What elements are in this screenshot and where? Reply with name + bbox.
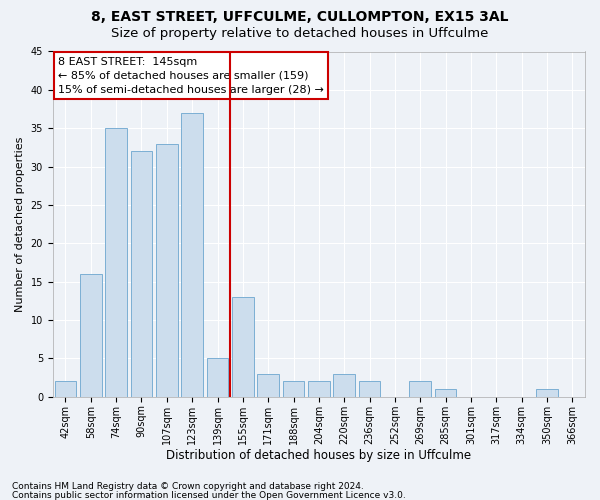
Bar (131, 152, 152, 397)
Text: Contains public sector information licensed under the Open Government Licence v3: Contains public sector information licen… (12, 490, 406, 500)
Text: 8, EAST STREET, UFFCULME, CULLOMPTON, EX15 3AL: 8, EAST STREET, UFFCULME, CULLOMPTON, EX… (91, 10, 509, 24)
Y-axis label: Number of detached properties: Number of detached properties (15, 136, 25, 312)
Bar (536, 389, 558, 397)
Bar (409, 382, 431, 397)
Bar (156, 144, 178, 397)
X-axis label: Distribution of detached houses by size in Uffculme: Distribution of detached houses by size … (166, 450, 472, 462)
Bar (106, 128, 127, 397)
Bar (435, 389, 457, 397)
Text: Size of property relative to detached houses in Uffculme: Size of property relative to detached ho… (112, 28, 488, 40)
Bar (232, 297, 254, 397)
Text: Contains HM Land Registry data © Crown copyright and database right 2024.: Contains HM Land Registry data © Crown c… (12, 482, 364, 491)
Text: 8 EAST STREET:  145sqm
← 85% of detached houses are smaller (159)
15% of semi-de: 8 EAST STREET: 145sqm ← 85% of detached … (58, 56, 324, 94)
Bar (181, 113, 203, 397)
Bar (283, 382, 304, 397)
Bar (55, 382, 76, 397)
Bar (334, 374, 355, 397)
Bar (207, 358, 228, 397)
Bar (257, 374, 279, 397)
Bar (80, 274, 101, 397)
Bar (359, 382, 380, 397)
Bar (308, 382, 329, 397)
